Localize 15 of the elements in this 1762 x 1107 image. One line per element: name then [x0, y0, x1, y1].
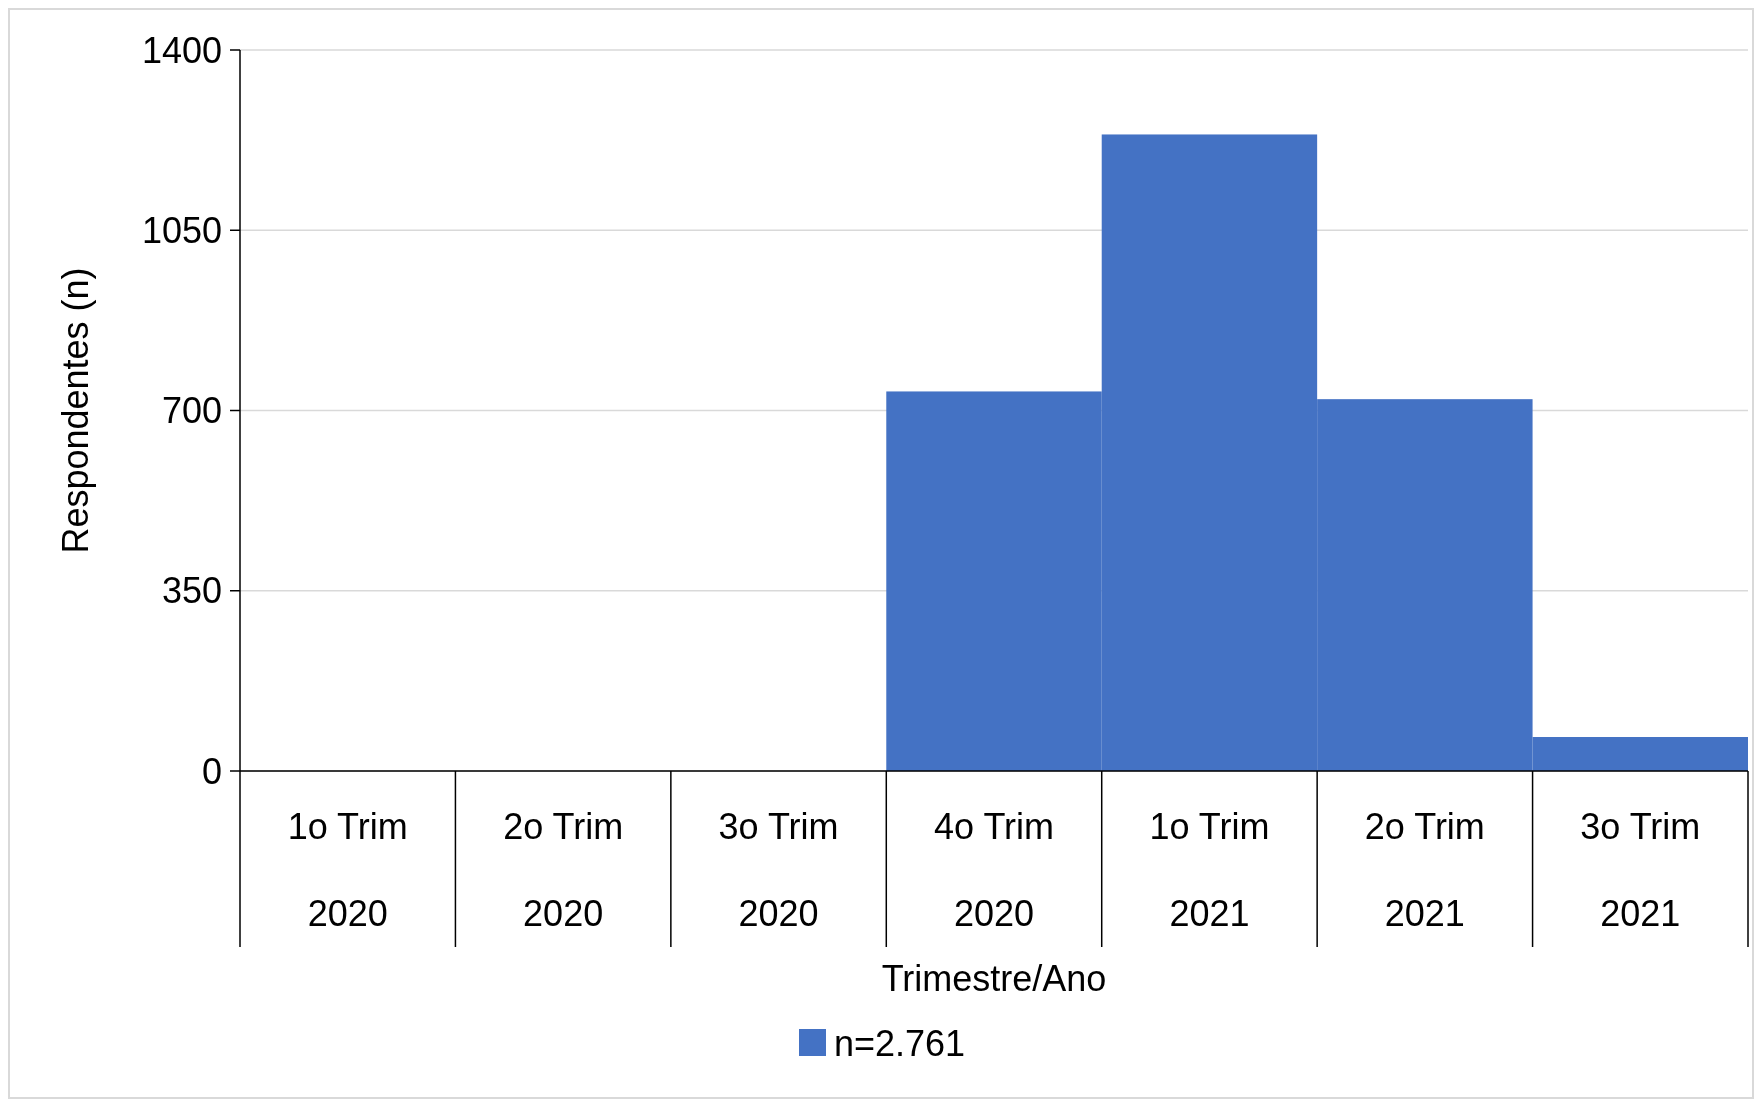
y-tick-label: 1400 — [141, 29, 222, 71]
y-tick-label: 1050 — [141, 209, 222, 251]
legend-label: n=2.761 — [834, 1022, 966, 1064]
category-label: 2o Trim 2021 — [1364, 806, 1485, 934]
y-tick-label: 0 — [201, 750, 222, 792]
x-axis-title: Trimestre/Ano — [881, 958, 1107, 999]
category-label: 3o Trim 2021 — [1580, 806, 1701, 934]
category-label: 1o Trim 2020 — [287, 806, 408, 934]
category-label: 2o Trim 2020 — [503, 806, 624, 934]
y-tick-label: 700 — [161, 390, 222, 432]
y-tick-label: 350 — [161, 570, 222, 612]
category-label: 1o Trim 2021 — [1149, 806, 1270, 934]
category-label: 3o Trim 2020 — [718, 806, 839, 934]
category-label: 4o Trim 2020 — [933, 806, 1055, 934]
y-axis-title: Respondentes (n) — [55, 267, 96, 554]
